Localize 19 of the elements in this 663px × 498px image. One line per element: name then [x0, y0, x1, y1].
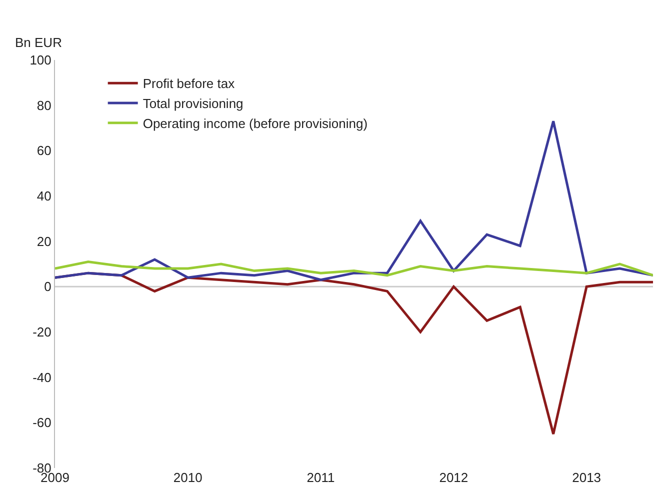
line-series	[55, 120, 653, 282]
y-tick-label: 80	[36, 98, 52, 113]
y-tick-label: -40	[32, 370, 52, 385]
legend-label: Total provisioning	[142, 96, 244, 112]
x-tick-label: 2011	[306, 470, 335, 485]
x-tick-label: 2013	[572, 470, 602, 485]
y-tick-label: -60	[32, 415, 52, 430]
y-tick-label: -20	[32, 324, 52, 340]
y-tick-label: 40	[36, 188, 52, 204]
x-tick-label: 2010	[173, 470, 202, 485]
x-tick-label: 2012	[439, 470, 468, 485]
y-tick-label: 100	[30, 52, 52, 68]
y-tick-label: 0	[44, 279, 52, 294]
y-tick-label: 20	[36, 234, 52, 249]
y-axis-title: Bn EUR	[15, 35, 62, 50]
line-series	[55, 260, 653, 277]
legend-label: Profit before tax	[142, 76, 236, 92]
y-tick-label: 60	[36, 143, 52, 158]
legend-label: Operating income (before provisioning)	[142, 116, 368, 131]
